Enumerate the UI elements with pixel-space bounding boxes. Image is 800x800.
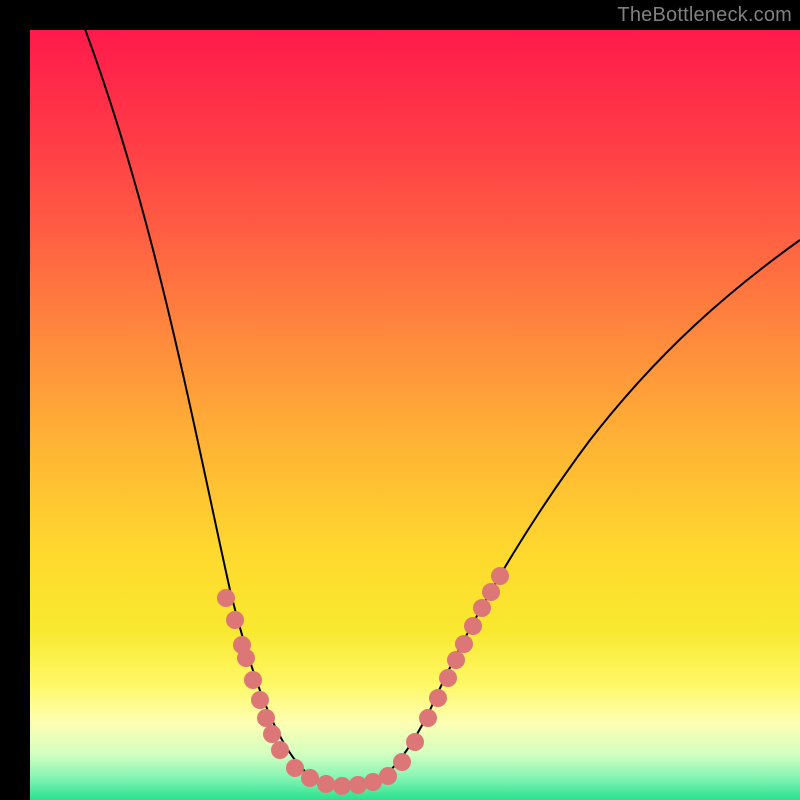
data-point bbox=[286, 759, 304, 777]
data-point bbox=[244, 671, 262, 689]
bottleneck-curve-right bbox=[342, 240, 800, 787]
data-dots-group bbox=[217, 567, 509, 795]
data-point bbox=[379, 767, 397, 785]
data-point bbox=[491, 567, 509, 585]
data-point bbox=[301, 769, 319, 787]
data-point bbox=[473, 599, 491, 617]
data-point bbox=[349, 776, 367, 794]
data-point bbox=[464, 617, 482, 635]
data-point bbox=[429, 689, 447, 707]
data-point bbox=[226, 611, 244, 629]
bottleneck-curve-left bbox=[70, 30, 340, 786]
data-point bbox=[271, 741, 289, 759]
data-point bbox=[217, 589, 235, 607]
watermark-text: TheBottleneck.com bbox=[617, 4, 792, 27]
plot-area bbox=[30, 30, 800, 800]
data-point bbox=[333, 777, 351, 795]
data-point bbox=[257, 709, 275, 727]
data-point bbox=[237, 649, 255, 667]
data-point bbox=[251, 691, 269, 709]
data-point bbox=[439, 669, 457, 687]
data-point bbox=[393, 753, 411, 771]
data-point bbox=[263, 725, 281, 743]
curve-layer bbox=[30, 30, 800, 800]
data-point bbox=[482, 583, 500, 601]
data-point bbox=[419, 709, 437, 727]
data-point bbox=[317, 775, 335, 793]
data-point bbox=[447, 651, 465, 669]
chart-canvas: TheBottleneck.com bbox=[0, 0, 800, 800]
data-point bbox=[406, 733, 424, 751]
data-point bbox=[455, 635, 473, 653]
